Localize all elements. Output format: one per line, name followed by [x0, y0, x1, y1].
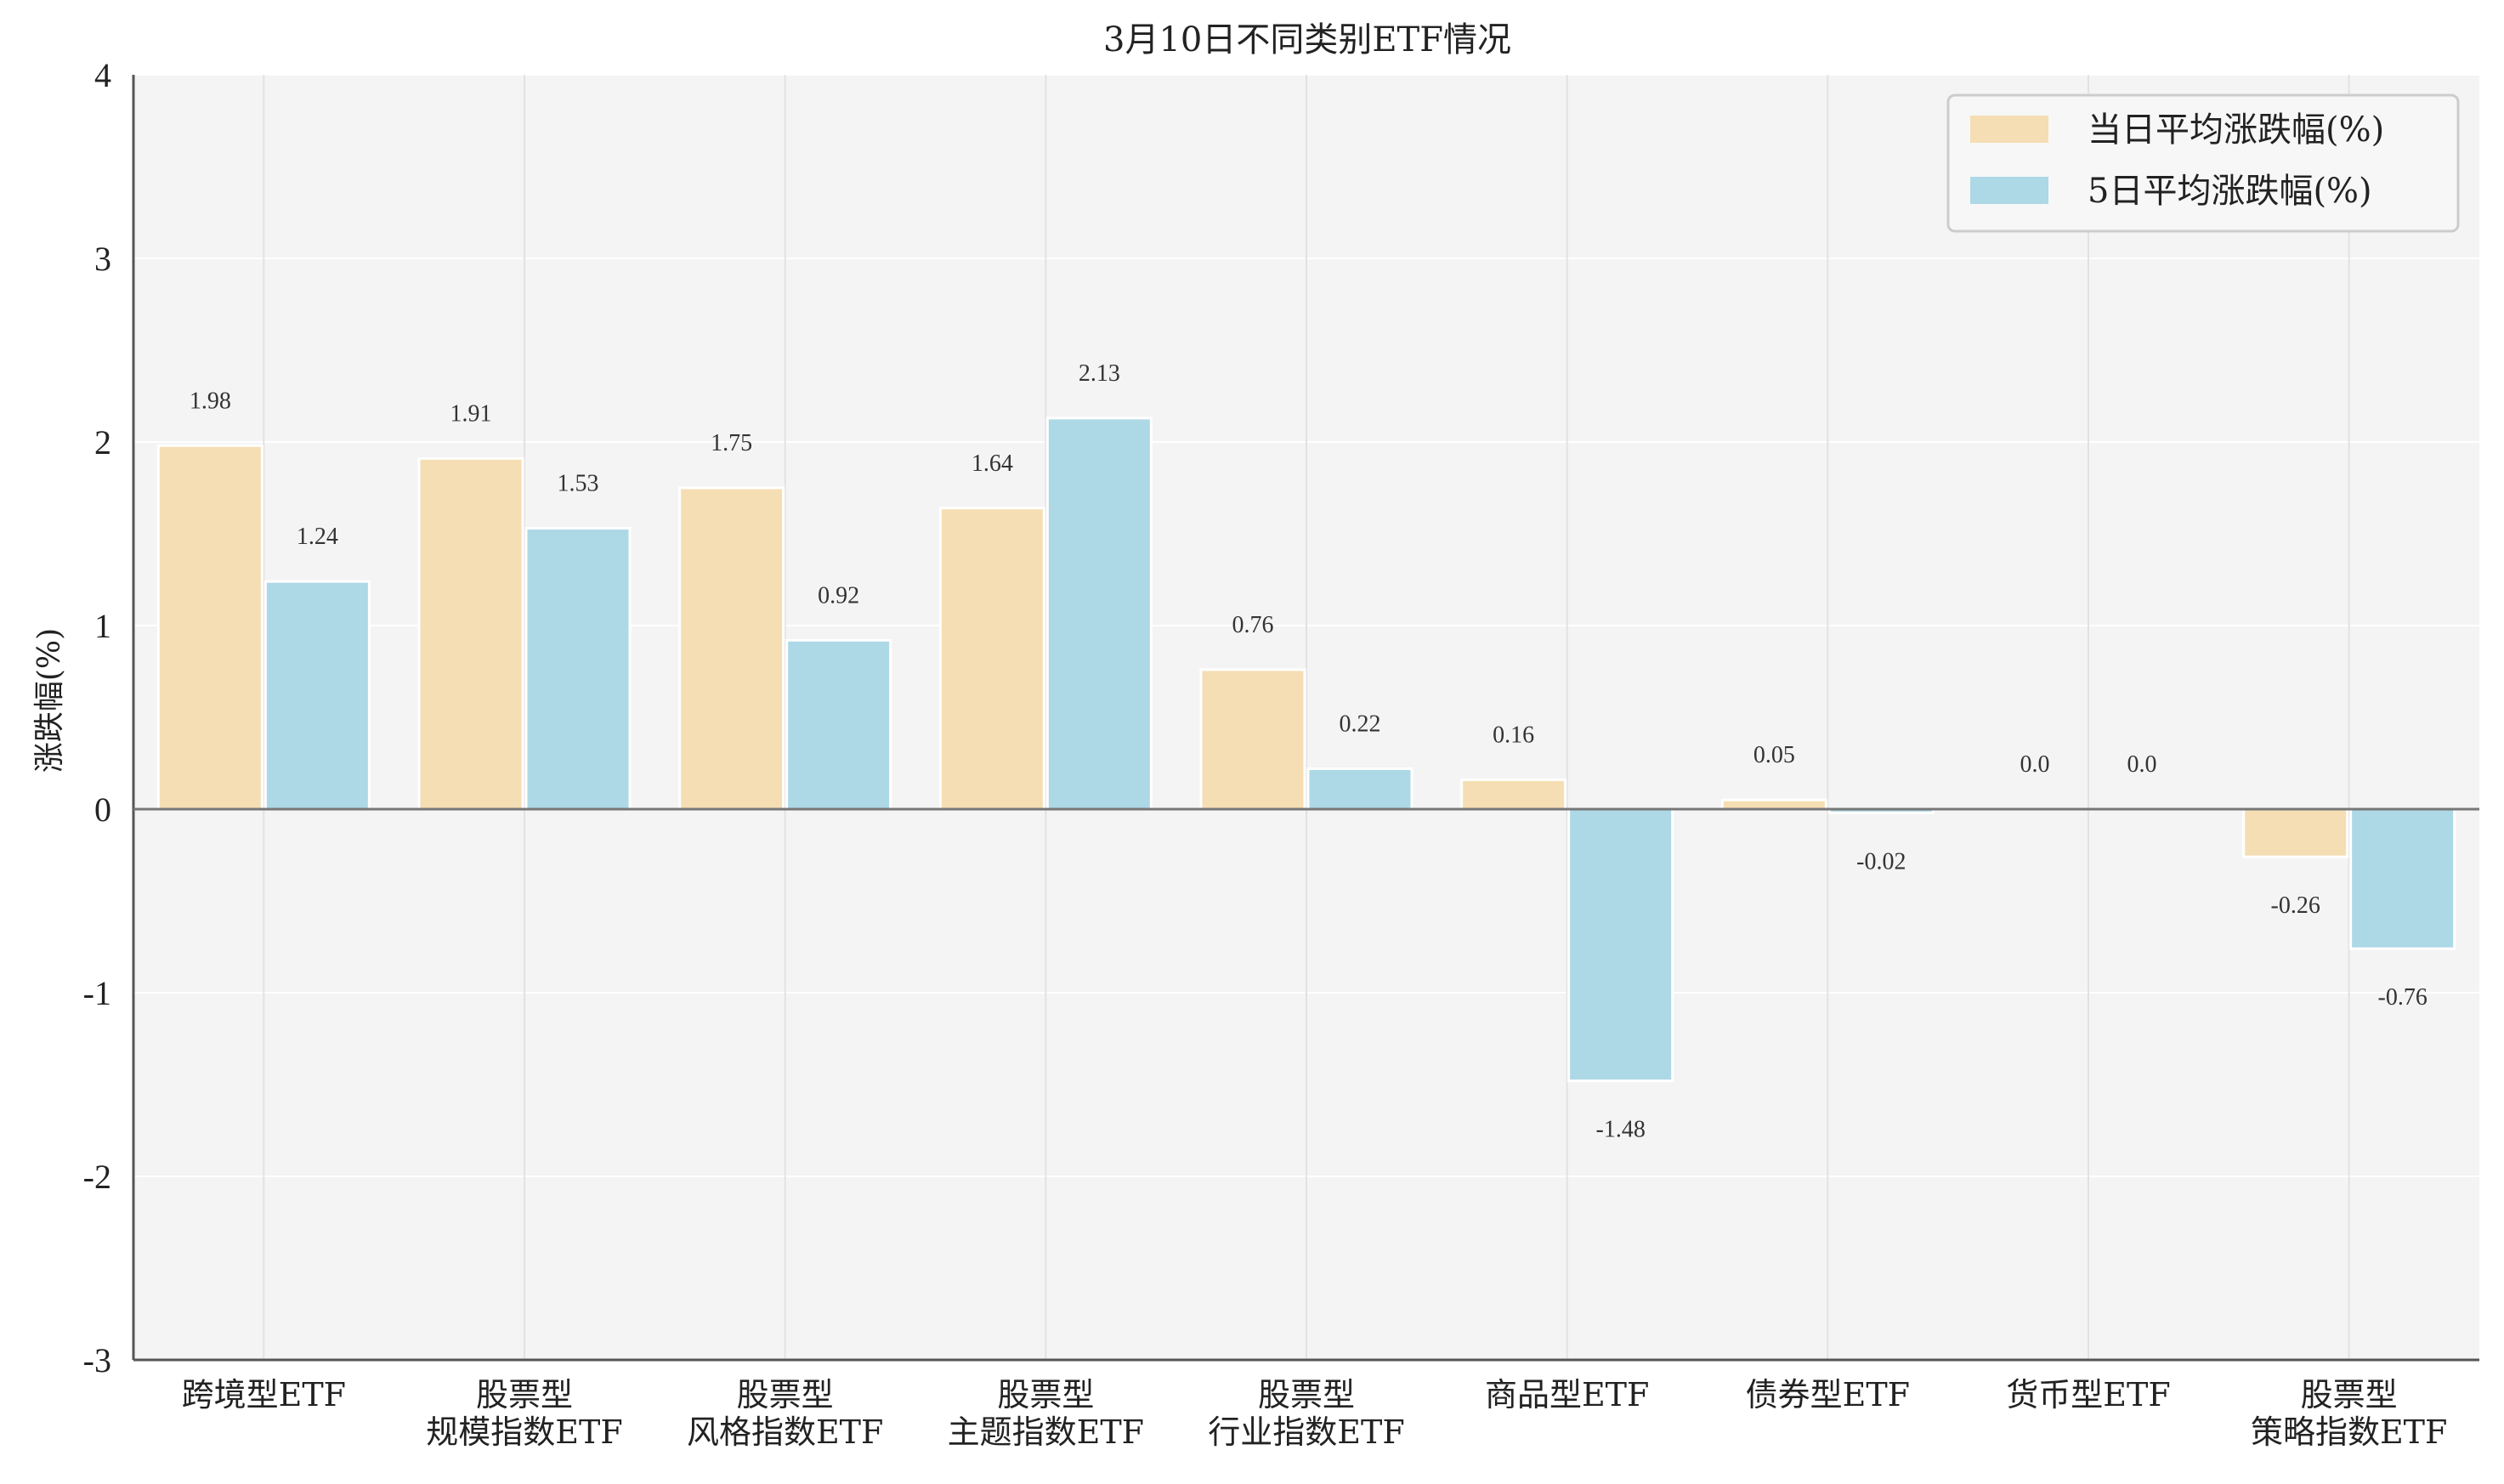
- bar-5day: [2349, 807, 2456, 950]
- y-tick-label: 2: [94, 423, 111, 462]
- y-tick-label: 0: [94, 790, 111, 829]
- x-tick-label: 股票型: [997, 1376, 1094, 1413]
- x-tick-label: 股票型: [737, 1376, 834, 1413]
- bar-daily: [156, 444, 263, 811]
- data-labels: 1.98 1.91 1.75 1.64 0.76 0.16 0.05 0.0 -0.26 1.24…: [190, 360, 2428, 1143]
- data-label: 2.13: [1079, 360, 1120, 387]
- y-tick-label: -1: [83, 974, 111, 1012]
- y-tick-label: 1: [94, 607, 111, 645]
- data-label: 1.91: [450, 400, 492, 427]
- bar-5day: [785, 638, 892, 811]
- legend: 当日平均涨跌幅(%) 5日平均涨跌幅(%): [1946, 93, 2460, 233]
- bar-daily: [2242, 807, 2349, 858]
- bar-daily: [417, 456, 524, 811]
- data-label: 0.16: [1493, 722, 1534, 748]
- bar-daily: [1460, 778, 1567, 811]
- bar-5day: [1306, 767, 1413, 811]
- data-label: 1.98: [190, 388, 231, 414]
- x-tick-label: 股票型: [476, 1376, 573, 1413]
- legend-swatch-5day: [1970, 177, 2048, 204]
- bar-daily: [938, 507, 1045, 811]
- legend-label-daily: 当日平均涨跌幅(%): [2088, 110, 2384, 150]
- axes: [132, 75, 2479, 1362]
- data-label: -0.02: [1856, 848, 1906, 875]
- data-label: 0.76: [1232, 612, 1274, 638]
- x-tick-label: 债券型ETF: [1746, 1376, 1910, 1413]
- legend-label-5day: 5日平均涨跌幅(%): [2088, 172, 2372, 211]
- data-label: -0.76: [2378, 984, 2428, 1011]
- bar-5day: [524, 527, 632, 811]
- y-tick-label: -3: [83, 1341, 111, 1379]
- data-label: 0.05: [1753, 742, 1795, 768]
- bar-daily: [1199, 668, 1306, 811]
- bar-5day: [263, 580, 371, 811]
- x-tick-label: 货币型ETF: [2006, 1376, 2170, 1413]
- y-tick-label: 4: [94, 56, 111, 94]
- bar-daily: [678, 486, 785, 811]
- x-tick-label: 行业指数ETF: [1208, 1413, 1404, 1451]
- data-label: 1.75: [711, 430, 752, 456]
- data-label: -1.48: [1596, 1117, 1646, 1143]
- bars: [156, 416, 2456, 1083]
- grid: [133, 74, 2479, 1361]
- x-tick-label: 股票型: [2301, 1376, 2398, 1413]
- y-axis-label: 涨跌幅(%): [32, 628, 67, 773]
- y-tick-label: -2: [83, 1158, 111, 1196]
- data-label: 1.24: [297, 524, 338, 550]
- bar-5day: [1045, 416, 1153, 811]
- x-tick-labels: 跨境型ETF 股票型规模指数ETF股票型风格指数ETF股票型主题指数ETF股票型行…: [182, 1376, 2448, 1451]
- legend-swatch-daily: [1970, 116, 2048, 143]
- y-tick-labels: -3 -2 -1 0 1 2 3 4: [83, 56, 111, 1379]
- data-label: 0.0: [2127, 751, 2157, 778]
- x-tick-label: 商品型ETF: [1485, 1376, 1649, 1413]
- x-tick-label: 风格指数ETF: [687, 1413, 883, 1451]
- data-label: -0.26: [2271, 892, 2320, 919]
- data-label: 0.92: [818, 582, 859, 609]
- bar-5day: [1567, 807, 1674, 1083]
- data-label: 0.22: [1340, 711, 1381, 737]
- chart-title: 3月10日不同类别ETF情况: [1103, 20, 1511, 59]
- y-tick-label: 3: [94, 240, 111, 278]
- data-label: 1.64: [972, 450, 1013, 477]
- x-tick-label: 跨境型ETF: [182, 1376, 346, 1413]
- legend-frame: [1946, 93, 2460, 233]
- data-label: 1.53: [558, 471, 599, 497]
- bar-daily: [1720, 798, 1827, 811]
- data-label: 0.0: [2020, 751, 2050, 778]
- x-tick-label: 股票型: [1258, 1376, 1355, 1413]
- x-tick-label: 主题指数ETF: [948, 1413, 1144, 1451]
- x-tick-label: 规模指数ETF: [426, 1413, 622, 1451]
- x-tick-label: 策略指数ETF: [2251, 1413, 2447, 1451]
